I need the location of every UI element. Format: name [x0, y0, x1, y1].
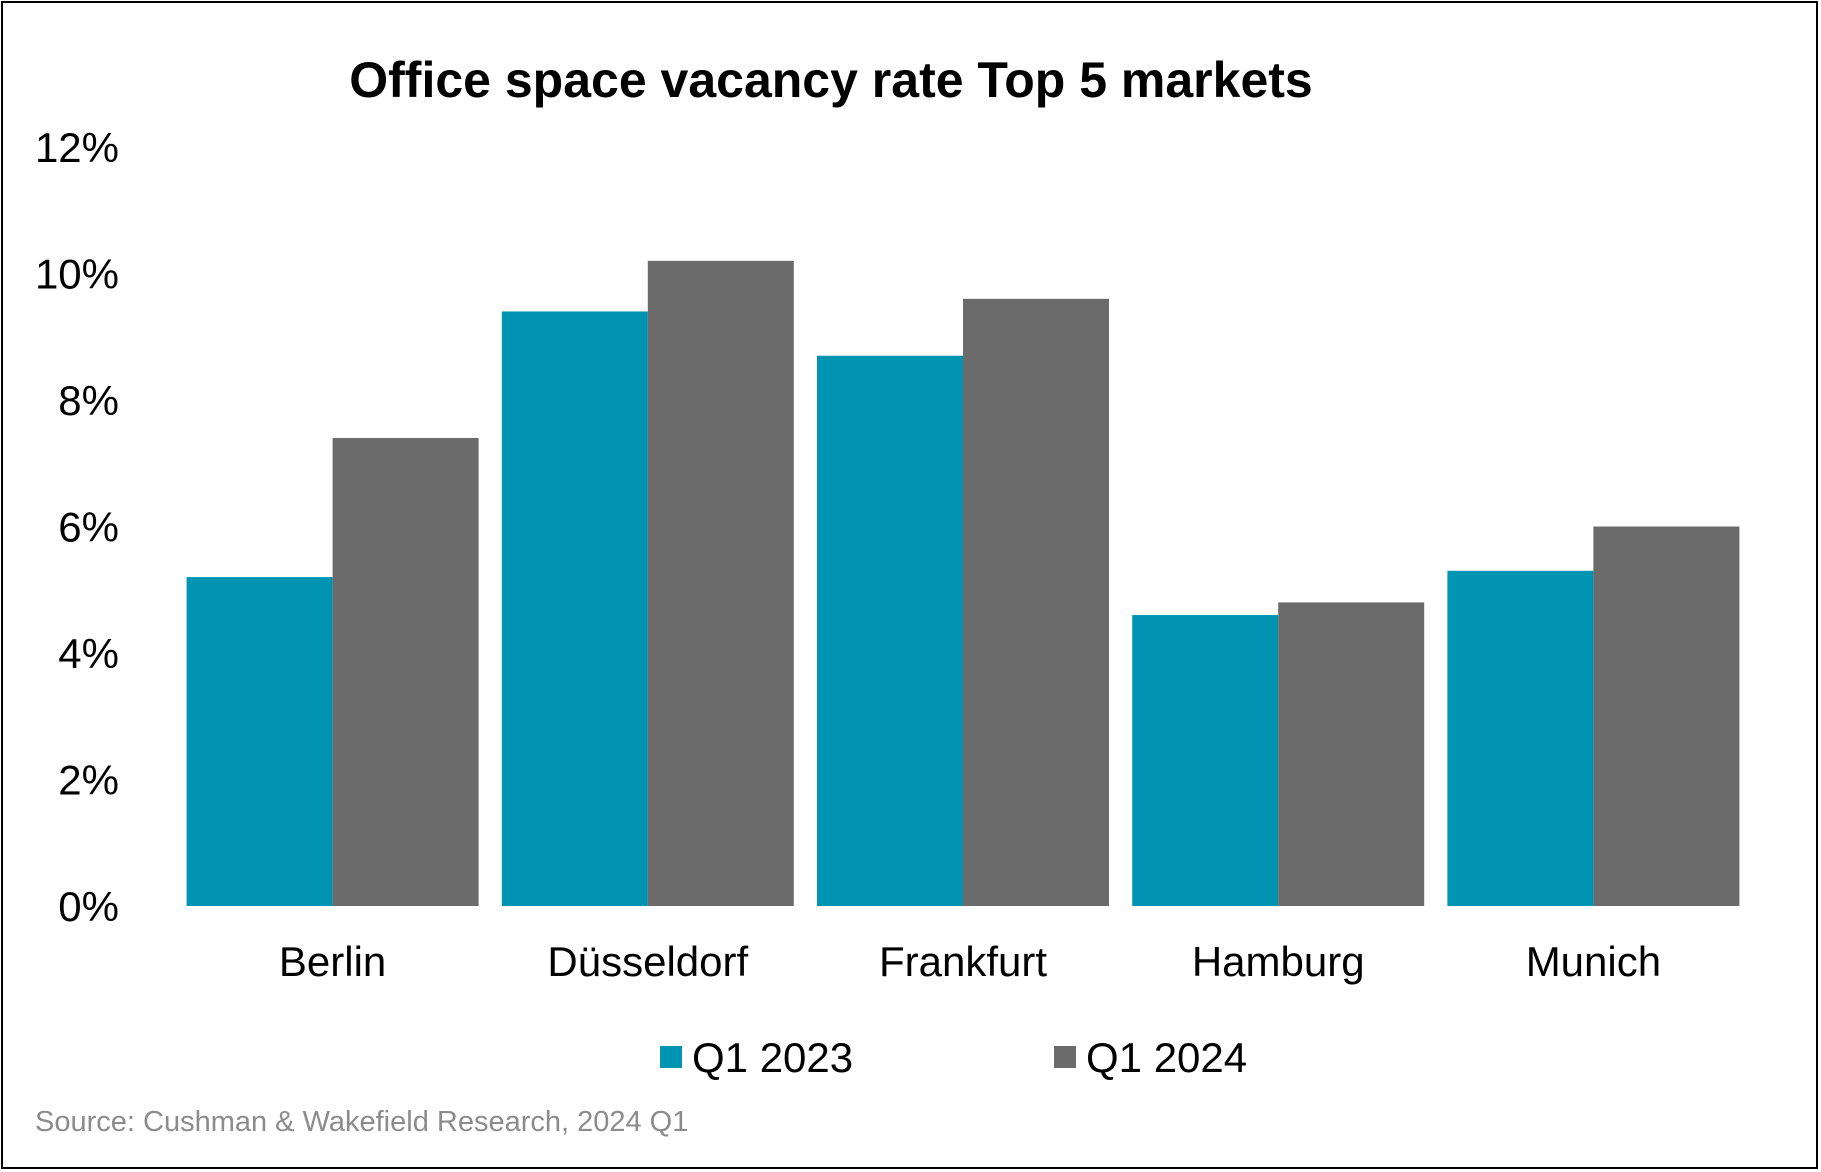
- y-tick-label: 0%: [58, 883, 119, 930]
- bar-düsseldorf-q1-2023: [501, 311, 648, 906]
- x-tick-label: Frankfurt: [879, 938, 1047, 985]
- x-axis: Berlin Düsseldorf Frankfurt Hamburg Munich: [279, 938, 1661, 985]
- legend-label: Q1 2023: [692, 1034, 853, 1081]
- y-tick-label: 10%: [35, 251, 119, 298]
- y-tick-label: 8%: [58, 377, 119, 424]
- bars: [186, 260, 1740, 907]
- x-tick-label: Berlin: [279, 938, 386, 985]
- y-axis: 0% 2% 4% 6% 8% 10% 12%: [35, 124, 119, 930]
- legend-swatch: [660, 1046, 682, 1068]
- source-note: Source: Cushman & Wakefield Research, 20…: [35, 1106, 688, 1138]
- x-tick-label: Munich: [1526, 938, 1661, 985]
- bar-hamburg-q1-2023: [1132, 615, 1279, 906]
- legend-swatch: [1054, 1046, 1076, 1068]
- legend: Q1 2023 Q1 2024: [660, 1034, 1247, 1081]
- y-tick-label: 12%: [35, 124, 119, 171]
- bar-frankfurt-q1-2024: [963, 298, 1109, 906]
- y-tick-label: 4%: [58, 630, 119, 677]
- legend-label: Q1 2024: [1086, 1034, 1247, 1081]
- bar-berlin-q1-2024: [332, 437, 479, 906]
- bar-berlin-q1-2023: [186, 577, 333, 906]
- bar-frankfurt-q1-2023: [817, 355, 963, 907]
- bar-munich-q1-2023: [1447, 570, 1594, 906]
- x-tick-label: Düsseldorf: [547, 938, 748, 985]
- x-tick-label: Hamburg: [1192, 938, 1365, 985]
- bar-munich-q1-2024: [1593, 526, 1740, 906]
- bar-hamburg-q1-2024: [1278, 602, 1425, 906]
- y-tick-label: 2%: [58, 757, 119, 804]
- chart-title: Office space vacancy rate Top 5 markets: [349, 52, 1312, 108]
- y-tick-label: 6%: [58, 504, 119, 551]
- bar-düsseldorf-q1-2024: [647, 260, 794, 907]
